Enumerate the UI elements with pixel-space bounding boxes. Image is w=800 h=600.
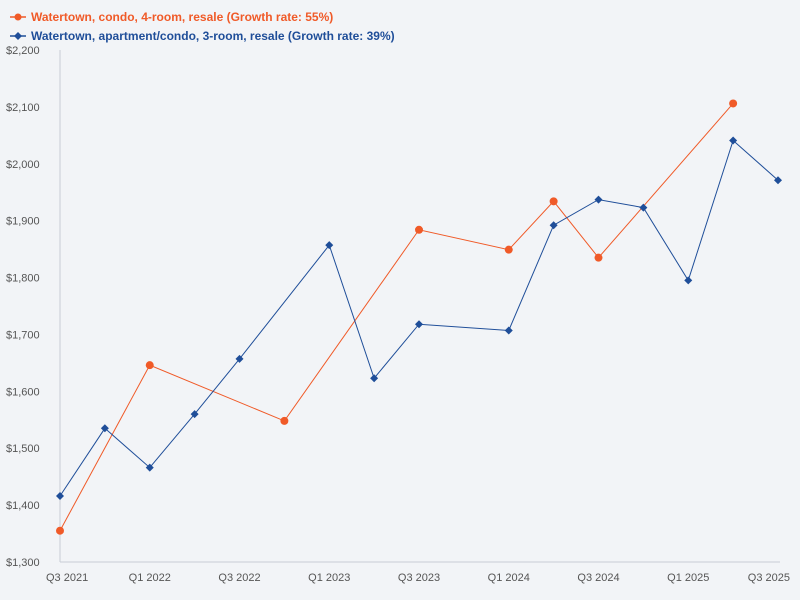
y-tick-label: $2,200 — [6, 45, 40, 57]
legend-label-condo-4-room: Watertown, condo, 4-room, resale (Growth… — [31, 10, 333, 24]
y-tick-label: $1,400 — [6, 500, 40, 512]
legend-label-apartment-3-room: Watertown, apartment/condo, 3-room, resa… — [31, 29, 395, 43]
x-tick-label: Q1 2023 — [308, 572, 350, 584]
series-line-0 — [59, 103, 734, 531]
data-point[interactable] — [549, 221, 558, 230]
legend-item-apartment-3-room[interactable]: Watertown, apartment/condo, 3-room, resa… — [10, 29, 395, 43]
x-tick-label: Q3 2021 — [46, 572, 88, 584]
y-tick-label: $1,800 — [6, 273, 40, 285]
x-tick-label: Q3 2024 — [577, 572, 619, 584]
x-tick-label: Q1 2025 — [667, 572, 709, 584]
data-point[interactable] — [729, 136, 738, 145]
y-axis-ticks: $1,300 $1,400 $1,500 $1,600 $1,700 $1,800 $1,9… — [6, 45, 40, 569]
x-tick-label: Q3 2025 — [748, 572, 790, 584]
y-tick-label: $1,900 — [6, 216, 40, 228]
data-point[interactable] — [235, 354, 244, 363]
y-tick-label: $1,700 — [6, 329, 40, 341]
data-point[interactable] — [684, 276, 693, 285]
data-point[interactable] — [325, 241, 334, 250]
data-point[interactable] — [415, 225, 423, 234]
legend: Watertown, condo, 4-room, resale (Growth… — [10, 10, 395, 43]
data-point[interactable] — [774, 176, 782, 185]
series-0 — [56, 99, 738, 535]
data-point[interactable] — [504, 245, 513, 254]
data-point[interactable] — [594, 195, 603, 204]
legend-marker-diamond-icon — [14, 32, 22, 40]
data-point[interactable] — [549, 197, 558, 206]
data-point[interactable] — [639, 203, 648, 212]
x-tick-label: Q1 2024 — [488, 572, 530, 584]
y-tick-label: $2,100 — [6, 102, 40, 114]
data-point[interactable] — [100, 424, 109, 433]
series-1 — [56, 136, 782, 501]
data-point[interactable] — [145, 361, 154, 370]
data-point[interactable] — [415, 320, 423, 329]
data-point[interactable] — [594, 253, 603, 262]
data-point[interactable] — [56, 526, 64, 535]
x-tick-label: Q3 2023 — [398, 572, 440, 584]
legend-marker-circle-icon — [14, 13, 22, 21]
y-tick-label: $1,500 — [6, 443, 40, 455]
y-tick-label: $1,300 — [6, 557, 40, 569]
data-point[interactable] — [280, 416, 289, 425]
series-layer — [56, 99, 782, 535]
legend-item-condo-4-room[interactable]: Watertown, condo, 4-room, resale (Growth… — [10, 10, 333, 24]
x-tick-label: Q3 2022 — [218, 572, 260, 584]
y-tick-label: $1,600 — [6, 386, 40, 398]
data-point[interactable] — [729, 99, 738, 108]
data-point[interactable] — [504, 326, 513, 335]
data-point[interactable] — [370, 374, 379, 383]
x-axis-ticks: Q3 2021 Q1 2022 Q3 2022 Q1 2023 Q3 2023 Q1 20… — [46, 572, 790, 584]
x-tick-label: Q1 2022 — [129, 572, 171, 584]
series-line-1 — [59, 139, 779, 497]
data-point[interactable] — [190, 410, 199, 419]
data-point[interactable] — [56, 492, 64, 501]
y-tick-label: $2,000 — [6, 159, 40, 171]
data-point[interactable] — [145, 463, 154, 472]
